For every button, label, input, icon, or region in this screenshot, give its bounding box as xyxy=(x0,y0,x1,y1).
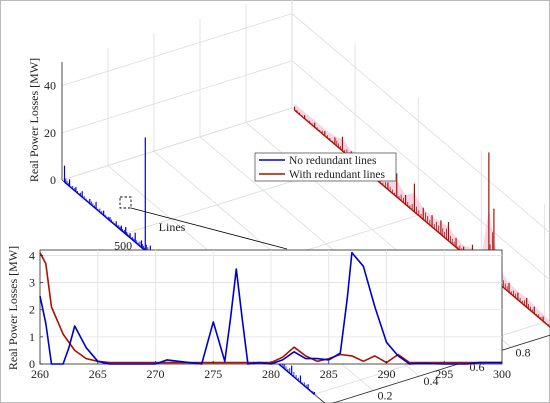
grid-line xyxy=(61,13,293,86)
z-tick-label: 40 xyxy=(44,79,56,93)
z-axis-label: Real Power Losses [MW] xyxy=(27,58,41,182)
series-zoom xyxy=(39,251,502,365)
x-tick-label-zoom: 290 xyxy=(378,367,396,381)
y-tick-label-zoom: 3 xyxy=(29,276,35,290)
z-tick-label: 20 xyxy=(44,126,56,140)
x-tick-label-zoom: 280 xyxy=(262,367,280,381)
legend: No redundant lines With redundant lines xyxy=(254,152,397,182)
x-axis-label: Lines xyxy=(159,220,186,234)
x-tick-label: 500 xyxy=(114,239,132,253)
y-axis-line xyxy=(332,334,550,403)
series-line-no-redundant xyxy=(39,251,502,365)
legend-label-with-redundant: With redundant lines xyxy=(289,169,386,181)
y-tick-label: 0.4 xyxy=(424,374,439,388)
y-tick-label-zoom: 1 xyxy=(29,330,35,344)
x-tick-label: 2000 xyxy=(300,399,324,403)
x-tick-label-zoom: 260 xyxy=(31,367,49,381)
x-tick-label-zoom: 285 xyxy=(320,367,338,381)
grid-line xyxy=(291,13,550,234)
y-tick-label-zoom: 0 xyxy=(29,357,35,371)
x-tick-label-zoom: 275 xyxy=(204,367,222,381)
y-tick-label: 0.2 xyxy=(378,389,393,403)
zoom-box xyxy=(119,196,132,209)
x-tick-label-zoom: 295 xyxy=(435,367,453,381)
grid-line xyxy=(291,60,550,281)
series-baseline xyxy=(294,109,550,328)
y-tick-label-zoom: 4 xyxy=(29,248,35,262)
zoom-leader-line xyxy=(130,207,288,250)
series-line-with-redundant xyxy=(39,252,502,364)
y-axis-label-zoom: Real Power Losses [MW] xyxy=(6,246,20,370)
grid-zoom xyxy=(40,250,502,364)
x-tick-label-zoom: 265 xyxy=(89,367,107,381)
chart-zoom: 260 265 270 275 280 285 290 295 300 0 1 2 3 4 Real Po… xyxy=(6,246,511,381)
legend-box xyxy=(254,152,397,182)
grid-line xyxy=(61,60,293,134)
legend-label-no-redundant: No redundant lines xyxy=(289,155,377,167)
grid-line xyxy=(61,107,293,181)
ticks-zoom: 260 265 270 275 280 285 290 295 300 0 1 2 3 4 xyxy=(29,248,511,381)
x-tick-label-zoom: 300 xyxy=(493,367,511,381)
y-tick-label-zoom: 2 xyxy=(29,303,35,317)
y-tick-label: 0.8 xyxy=(516,345,531,359)
z-tick-label: 0 xyxy=(50,173,56,187)
x-tick-label-zoom: 270 xyxy=(147,367,165,381)
